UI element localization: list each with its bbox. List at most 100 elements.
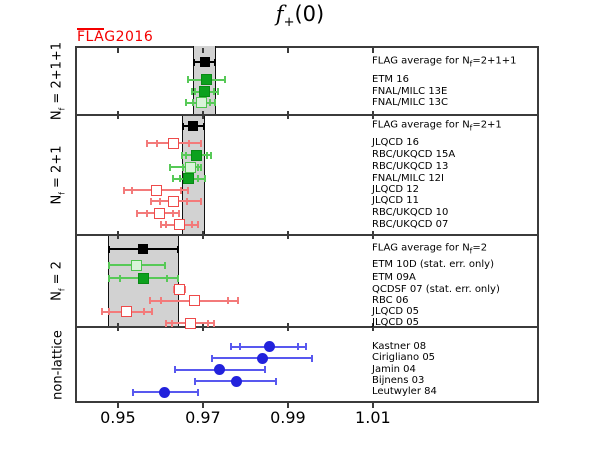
error-bar-cap — [123, 186, 125, 194]
inner-error-cap — [171, 319, 174, 327]
chart-title-subscript: + — [283, 15, 295, 31]
axis-tick — [286, 231, 289, 239]
chart-title-argument: (0) — [294, 2, 325, 26]
error-bar-cap — [151, 308, 154, 316]
error-bar-cap — [230, 343, 233, 350]
axis-tick — [371, 48, 374, 53]
axis-tick — [116, 231, 119, 239]
legend-label: FLAG average for Nf=2+1+1 — [372, 55, 517, 69]
error-bar-cap — [163, 261, 166, 269]
legend-label: JLQCD 12 — [372, 184, 419, 195]
inner-error-cap — [188, 139, 191, 147]
error-bar-cap — [181, 122, 184, 130]
data-marker — [159, 386, 171, 398]
flag-watermark: FLAG2016 — [77, 28, 153, 45]
error-bar-cap — [177, 245, 180, 253]
inner-error-cap — [191, 99, 194, 106]
data-marker — [120, 306, 132, 318]
legend-label: Bijnens 03 — [372, 375, 425, 386]
error-bar-cap — [199, 163, 202, 171]
axis-tick — [201, 48, 204, 53]
inner-error-cap — [296, 343, 299, 350]
inner-error-cap — [212, 88, 215, 95]
data-marker — [214, 364, 226, 375]
data-marker — [263, 341, 275, 352]
data-marker — [138, 244, 149, 254]
inner-error-cap — [197, 175, 200, 183]
error-bar-cap — [107, 245, 110, 253]
error-bar-cap — [174, 366, 176, 373]
error-bar-cap — [180, 151, 183, 159]
legend-label: JLQCD 11 — [372, 195, 419, 207]
legend-label: QCDSF 07 (stat. err. only) — [372, 283, 500, 295]
error-bar-cap — [177, 274, 180, 282]
legend-label: FNAL/MILC 13C — [372, 96, 449, 108]
y-axis-label: non-lattice — [50, 330, 66, 400]
error-bar-cap — [209, 151, 212, 159]
data-marker — [184, 161, 196, 173]
data-marker — [231, 375, 243, 387]
axis-tick — [286, 111, 289, 119]
legend-label: FLAG average for Nf=2 — [372, 242, 488, 256]
data-marker — [201, 74, 213, 85]
data-marker — [174, 284, 186, 295]
flag-watermark-rest: G2016 — [104, 29, 154, 45]
inner-error-cap — [143, 308, 146, 316]
x-tick-label: 0.95 — [100, 408, 136, 427]
error-bar-cap — [187, 186, 190, 194]
legend-label: RBC/UKQCD 15A — [372, 149, 456, 160]
error-bar-cap — [214, 58, 217, 66]
y-axis-label: Nf = 2 — [49, 261, 67, 301]
inner-error-cap — [119, 274, 122, 282]
inner-error-cap — [181, 163, 184, 171]
legend-label: Jamin 04 — [372, 363, 416, 375]
inner-error-cap — [107, 308, 110, 316]
legend-label: JLQCD 05 — [372, 317, 419, 328]
inner-error-cap — [205, 151, 208, 159]
legend-label: FNAL/MILC 13E — [372, 85, 448, 97]
inner-error-cap — [239, 343, 242, 350]
error-bar-cap — [214, 99, 217, 106]
data-marker — [137, 272, 149, 284]
error-bar-cap — [224, 76, 227, 83]
data-marker — [167, 195, 179, 207]
inner-error-cap — [165, 274, 168, 282]
error-bar-cap — [199, 197, 202, 205]
legend-label: FNAL/MILC 12I — [372, 172, 444, 184]
inner-error-cap — [185, 197, 188, 205]
inner-error-cap — [178, 175, 181, 183]
axis-tick — [286, 48, 289, 53]
error-bar-cap — [136, 209, 139, 217]
data-marker — [188, 121, 199, 131]
axis-tick — [116, 111, 119, 119]
inner-error-cap — [206, 319, 209, 327]
error-bar-cap — [193, 58, 196, 66]
axis-tick — [116, 403, 119, 408]
error-bar-cap — [159, 221, 162, 228]
section-divider — [75, 326, 539, 328]
axis-tick — [201, 323, 204, 331]
axis-tick — [201, 403, 204, 408]
inner-error-cap — [172, 209, 175, 217]
error-bar-cap — [101, 308, 104, 316]
y-axis-label: Nf = 2+1+1 — [49, 41, 67, 120]
plot-frame — [75, 46, 539, 403]
error-bar-cap — [203, 175, 206, 183]
inner-error-cap — [196, 163, 199, 171]
data-marker — [131, 259, 143, 271]
axis-tick — [116, 323, 119, 331]
error-bar-cap — [237, 297, 240, 305]
legend-label: ETM 10D (stat. err. only) — [372, 259, 494, 270]
error-bar-cap — [149, 297, 152, 305]
data-marker — [199, 57, 210, 67]
x-tick-label: 0.97 — [185, 408, 221, 427]
legend-label: RBC/UKQCD 13 — [372, 161, 449, 172]
legend-label: RBC/UKQCD 10 — [372, 207, 449, 218]
inner-error-cap — [191, 221, 194, 228]
error-bar-cap — [275, 377, 278, 385]
y-axis-label: Nf = 2+1 — [49, 145, 67, 205]
data-marker — [154, 207, 166, 219]
error-bar-cap — [107, 261, 110, 269]
axis-tick — [371, 231, 374, 239]
inner-error-cap — [130, 186, 133, 194]
